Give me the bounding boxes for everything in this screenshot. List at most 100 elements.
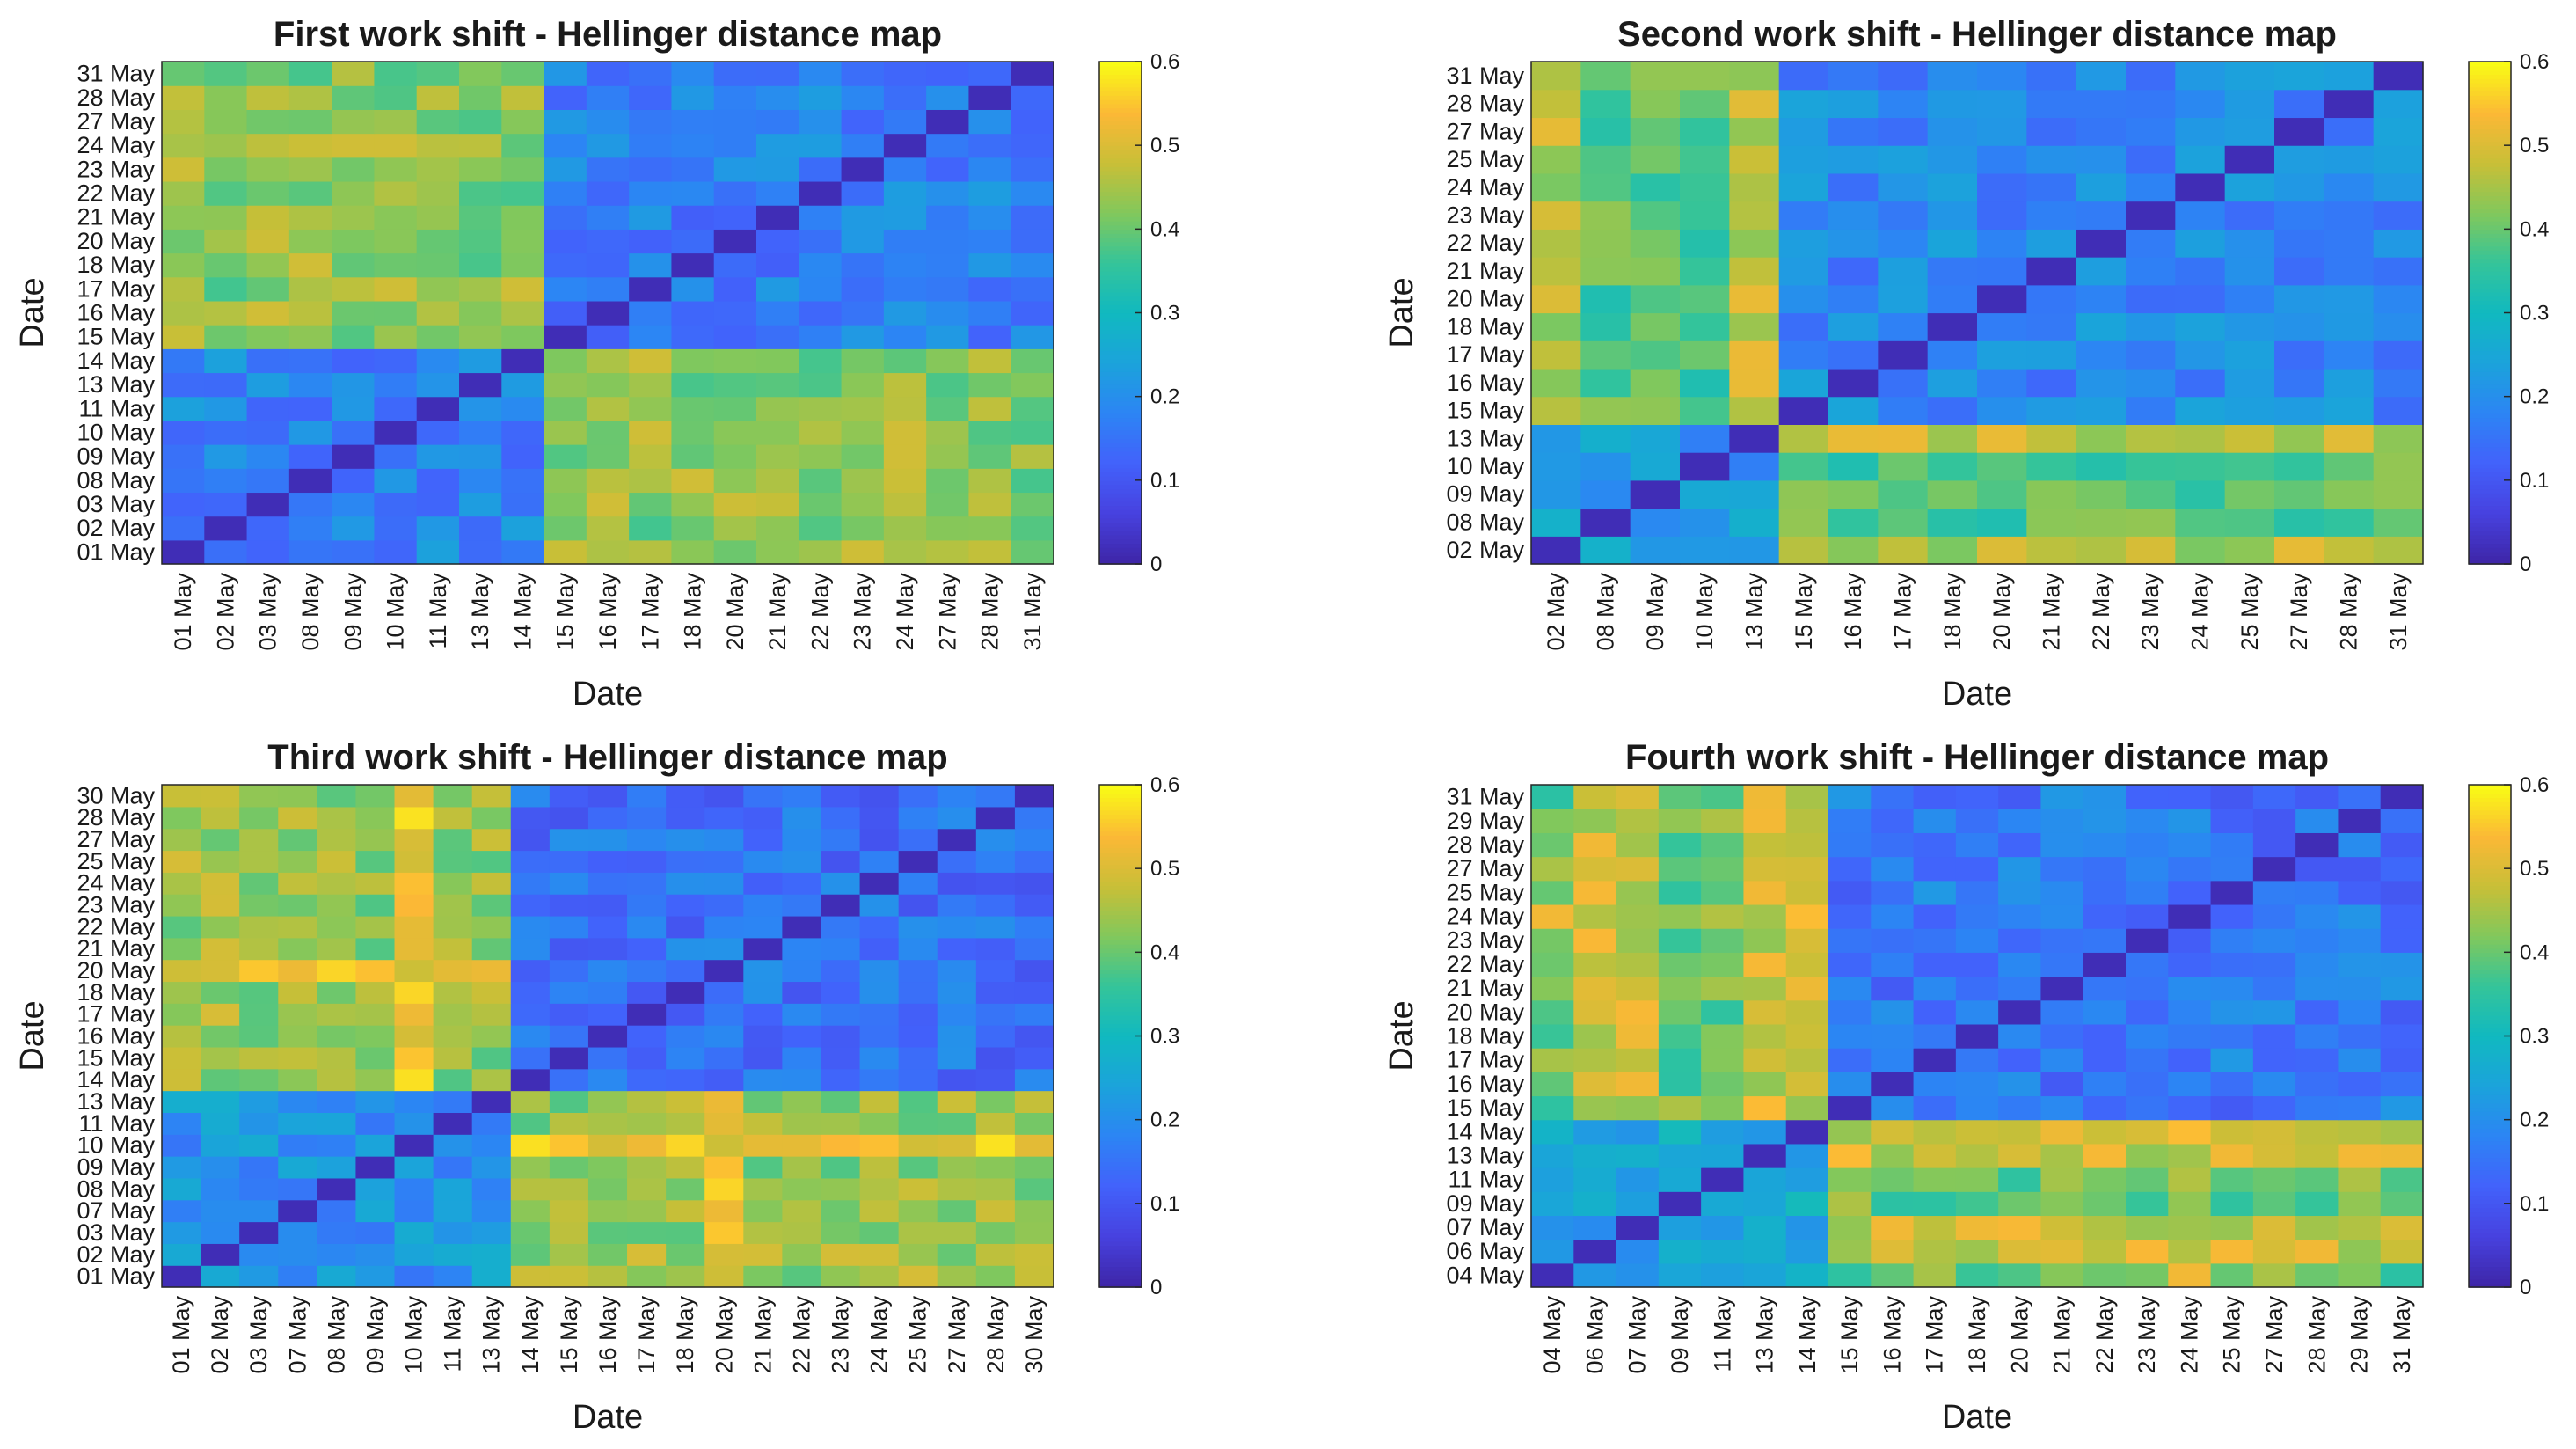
heatmap-cell bbox=[1878, 396, 1929, 425]
heatmap-cell bbox=[968, 276, 1012, 302]
y-tick-label: 21 May bbox=[1446, 258, 1524, 284]
colorbar-step bbox=[1099, 1140, 1142, 1146]
y-tick-label: 31 May bbox=[1446, 62, 1524, 89]
heatmap-cell bbox=[355, 1046, 396, 1070]
heatmap-cell bbox=[2126, 145, 2176, 174]
heatmap-cell bbox=[501, 396, 545, 421]
heatmap-cell bbox=[2083, 1167, 2127, 1192]
colorbar-step bbox=[1099, 952, 1142, 957]
heatmap-cell bbox=[926, 276, 970, 302]
heatmap-cell bbox=[968, 492, 1012, 517]
heatmap-cell bbox=[1927, 396, 1978, 425]
y-tick-label: 21 May bbox=[1446, 975, 1524, 1001]
heatmap-cell bbox=[288, 444, 332, 469]
heatmap-cell bbox=[288, 109, 332, 135]
heatmap-cell bbox=[246, 444, 290, 469]
heatmap-cell bbox=[2168, 856, 2212, 882]
colorbar-step bbox=[1099, 120, 1142, 126]
heatmap-cell bbox=[1785, 1095, 1829, 1121]
heatmap-cell bbox=[1871, 880, 1915, 905]
x-tick-label: 01 May bbox=[170, 573, 196, 651]
heatmap-cell bbox=[501, 420, 545, 445]
heatmap-cell bbox=[549, 1177, 589, 1201]
heatmap-cell bbox=[1778, 172, 1829, 202]
heatmap-cell bbox=[2026, 89, 2077, 119]
heatmap-cell bbox=[821, 1025, 861, 1048]
x-axis-label: Date bbox=[573, 1399, 643, 1436]
colorbar-step bbox=[1099, 179, 1142, 184]
colorbar-step bbox=[2469, 1140, 2511, 1146]
heatmap-cell bbox=[501, 276, 545, 302]
heatmap-cell bbox=[968, 396, 1012, 421]
heatmap-cell bbox=[1955, 1262, 1999, 1288]
heatmap-cell bbox=[1680, 479, 1730, 509]
heatmap-cell bbox=[162, 959, 201, 983]
heatmap-cell bbox=[317, 1156, 357, 1179]
heatmap-cell bbox=[549, 1156, 589, 1179]
heatmap-cell bbox=[1701, 856, 1745, 882]
colorbar-step bbox=[2469, 1249, 2511, 1255]
heatmap-cell bbox=[332, 180, 376, 206]
heatmap-cell bbox=[2252, 976, 2296, 1001]
y-tick-label: 07 May bbox=[77, 1197, 155, 1224]
heatmap-cell bbox=[1785, 880, 1829, 905]
heatmap-cell bbox=[1878, 312, 1929, 341]
heatmap-cell bbox=[471, 1265, 512, 1288]
heatmap-cell bbox=[544, 468, 587, 494]
heatmap-cell bbox=[1785, 1143, 1829, 1168]
heatmap-cell bbox=[204, 300, 248, 326]
heatmap-cell bbox=[2126, 89, 2176, 119]
heatmap-cell bbox=[278, 806, 317, 830]
heatmap-cell bbox=[2295, 832, 2339, 858]
colorbar-step bbox=[2469, 838, 2511, 845]
heatmap-cell bbox=[1531, 368, 1581, 398]
heatmap-cell bbox=[1014, 1221, 1054, 1244]
heatmap-cell bbox=[629, 85, 673, 110]
heatmap-cell bbox=[1531, 284, 1581, 314]
heatmap-cell bbox=[713, 539, 757, 565]
heatmap-cell bbox=[1828, 452, 1879, 481]
heatmap-cell bbox=[1878, 479, 1929, 509]
heatmap-cell bbox=[1878, 424, 1929, 453]
heatmap-cell bbox=[2083, 1239, 2127, 1264]
heatmap-cell bbox=[1658, 832, 1702, 858]
heatmap-cell bbox=[2083, 904, 2127, 929]
heatmap-cell bbox=[1630, 284, 1681, 314]
colorbar-step bbox=[1099, 969, 1142, 974]
heatmap-cell bbox=[394, 1003, 434, 1026]
heatmap-cell bbox=[2338, 1167, 2382, 1192]
colorbar-step bbox=[1099, 208, 1142, 214]
heatmap-cell bbox=[239, 806, 279, 830]
colorbar-step bbox=[2469, 308, 2511, 314]
heatmap-cell bbox=[2252, 1191, 2296, 1217]
heatmap-cell bbox=[743, 981, 783, 1004]
heatmap-cell bbox=[239, 959, 279, 983]
heatmap-cell bbox=[704, 1090, 744, 1113]
heatmap-cell bbox=[743, 850, 783, 873]
heatmap-cell bbox=[587, 1199, 628, 1223]
heatmap-cell bbox=[2274, 479, 2324, 509]
heatmap-cell bbox=[2338, 1023, 2382, 1049]
heatmap-cell bbox=[2210, 1048, 2254, 1072]
heatmap-cell bbox=[374, 229, 418, 254]
heatmap-cell bbox=[288, 325, 332, 349]
colorbar-step bbox=[2469, 120, 2511, 126]
heatmap-cell bbox=[666, 1068, 705, 1092]
heatmap-cell bbox=[317, 1134, 357, 1157]
heatmap-cell bbox=[713, 444, 757, 469]
heatmap-cell bbox=[1531, 1023, 1574, 1049]
heatmap-cell bbox=[433, 1243, 473, 1266]
heatmap-cell bbox=[2295, 1023, 2339, 1049]
x-tick-label: 24 May bbox=[2176, 1296, 2202, 1374]
heatmap-cell bbox=[278, 1134, 317, 1157]
heatmap-cell bbox=[1531, 536, 1581, 565]
colorbar-step bbox=[2469, 1107, 2511, 1112]
heatmap-cell bbox=[1011, 109, 1054, 135]
heatmap-cell bbox=[471, 1243, 512, 1266]
heatmap-cell bbox=[544, 372, 587, 398]
heatmap-cell bbox=[1531, 424, 1581, 453]
colorbar-step bbox=[2469, 174, 2511, 180]
heatmap-cell bbox=[2274, 201, 2324, 230]
heatmap-cell bbox=[162, 850, 201, 873]
colorbar-step bbox=[2469, 893, 2511, 899]
